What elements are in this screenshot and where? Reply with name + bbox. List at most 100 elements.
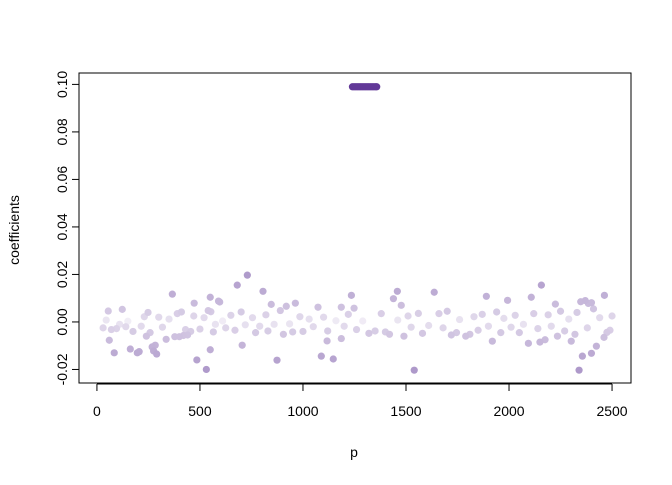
data-point — [227, 311, 235, 319]
data-point — [575, 366, 583, 374]
data-point — [447, 331, 455, 339]
y-tick-label: 0.04 — [54, 213, 70, 240]
data-point — [571, 330, 579, 338]
data-point — [337, 334, 345, 343]
data-point — [592, 342, 600, 350]
data-point — [122, 323, 130, 331]
data-point — [231, 326, 239, 334]
data-point — [547, 322, 555, 330]
data-point — [567, 337, 575, 345]
data-point — [418, 329, 427, 337]
data-point — [515, 329, 523, 337]
data-point — [168, 290, 176, 298]
data-point — [273, 356, 281, 364]
x-tick-label: 2500 — [596, 403, 627, 419]
data-point — [404, 312, 412, 320]
data-point — [262, 311, 270, 319]
data-point — [190, 312, 198, 320]
data-point — [238, 341, 246, 349]
data-point — [462, 332, 470, 340]
data-point — [105, 336, 113, 344]
data-point — [536, 338, 544, 346]
y-tick-label: 0.10 — [54, 71, 70, 98]
data-point — [425, 321, 433, 330]
data-point — [350, 304, 358, 312]
data-point — [317, 352, 325, 360]
data-point — [193, 356, 201, 364]
data-point — [587, 349, 596, 357]
data-point — [279, 330, 287, 338]
data-point — [410, 366, 418, 374]
data-point — [206, 346, 214, 354]
data-point — [124, 317, 132, 325]
x-tick-label: 1500 — [390, 403, 421, 419]
data-point — [394, 316, 402, 324]
y-tick-label: -0.02 — [54, 353, 70, 385]
x-tick-label: 2000 — [493, 403, 524, 419]
data-point — [556, 307, 565, 315]
data-point — [142, 332, 150, 340]
data-point — [133, 349, 141, 357]
data-point — [202, 365, 210, 374]
data-point — [296, 313, 304, 321]
data-point — [177, 308, 186, 316]
data-point — [175, 333, 183, 341]
data-point — [439, 324, 447, 332]
data-point — [371, 327, 379, 335]
data-point — [337, 303, 345, 311]
y-tick-label: 0.00 — [54, 308, 70, 335]
data-point — [500, 314, 508, 322]
data-point — [497, 329, 505, 337]
data-point — [299, 327, 307, 336]
data-point — [474, 326, 482, 334]
data-point — [118, 305, 126, 313]
data-point — [282, 302, 290, 310]
data-point — [137, 322, 145, 330]
data-point — [309, 323, 317, 331]
data-point — [248, 314, 257, 322]
data-point — [276, 306, 284, 315]
data-point — [488, 337, 496, 345]
data-point — [385, 330, 394, 338]
data-point — [267, 300, 275, 308]
data-point — [219, 317, 227, 325]
data-point — [430, 288, 438, 296]
y-tick-label: 0.06 — [54, 166, 70, 193]
data-point — [153, 350, 161, 358]
data-point — [162, 335, 170, 343]
data-point — [407, 323, 415, 331]
data-point — [511, 311, 519, 319]
data-point — [435, 310, 443, 318]
x-tick-label: 500 — [188, 403, 212, 419]
data-point — [352, 325, 361, 334]
data-point — [102, 316, 110, 324]
points-layer — [99, 83, 616, 374]
data-point — [190, 299, 198, 307]
data-point — [530, 310, 538, 318]
data-point — [414, 309, 422, 317]
data-point — [551, 300, 559, 308]
data-point — [470, 313, 478, 321]
data-point — [589, 305, 598, 313]
data-point — [527, 293, 535, 301]
data-point — [241, 321, 249, 329]
data-point — [209, 328, 217, 336]
data-point — [214, 297, 223, 305]
data-point — [251, 329, 260, 337]
data-point — [200, 314, 208, 322]
data-point — [104, 307, 112, 315]
data-point — [507, 323, 515, 331]
data-point — [484, 322, 493, 330]
data-point — [482, 292, 490, 300]
y-tick-label: 0.08 — [54, 118, 70, 145]
data-point — [314, 303, 322, 311]
data-point — [600, 333, 608, 341]
data-point — [285, 320, 294, 328]
data-point — [600, 291, 609, 299]
data-point — [319, 313, 328, 321]
data-point — [144, 308, 152, 317]
data-point — [587, 299, 596, 307]
data-point — [524, 339, 532, 347]
y-tick-label: 0.02 — [54, 261, 70, 288]
data-point — [596, 314, 604, 322]
